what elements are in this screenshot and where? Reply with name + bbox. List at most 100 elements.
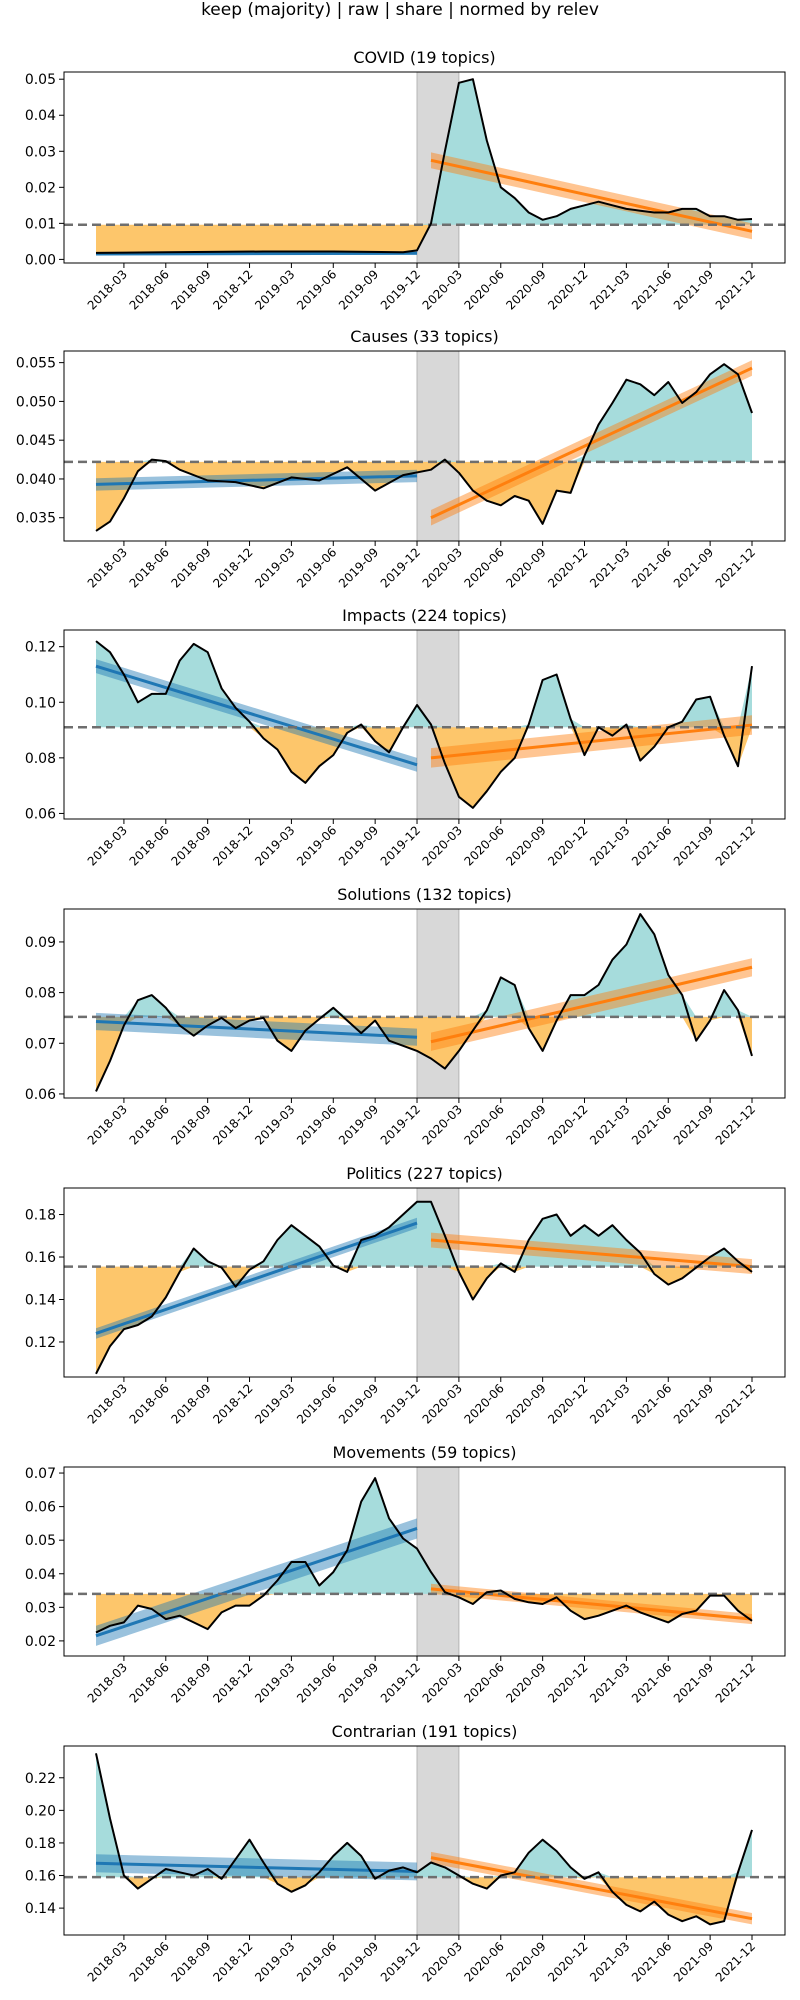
x-tick-label: 2020-12 bbox=[545, 1381, 590, 1426]
x-tick-label: 2019-12 bbox=[378, 267, 423, 312]
chart-panel-5: Politics (227 topics) 0.12 0.14 0.16 0.18 201… bbox=[25, 1164, 786, 1427]
x-tick-label: 2019-09 bbox=[336, 823, 381, 868]
y-tick-label: 0.03 bbox=[25, 1600, 56, 1616]
x-tick-label: 2021-03 bbox=[587, 1102, 632, 1147]
y-tick-label: 0.040 bbox=[16, 472, 56, 488]
y-tick-label: 0.08 bbox=[25, 751, 56, 767]
below-mean-fill bbox=[96, 1266, 752, 1374]
x-tick-label: 2021-09 bbox=[671, 267, 716, 312]
chart-title: Politics (227 topics) bbox=[346, 1164, 503, 1183]
covid-period-band bbox=[416, 1745, 460, 1936]
y-tick-label: 0.02 bbox=[25, 180, 56, 196]
x-tick-label: 2018-06 bbox=[127, 1381, 172, 1426]
chart-panel-4: Solutions (132 topics) 0.06 0.07 0.08 0.09 20… bbox=[25, 885, 786, 1148]
chart-panel-6: Movements (59 topics) 0.02 0.03 0.04 0.05 0.0… bbox=[25, 1443, 786, 1706]
x-tick-label: 2019-06 bbox=[294, 823, 339, 868]
x-tick-label: 2021-03 bbox=[587, 545, 632, 590]
x-tick-label: 2018-12 bbox=[210, 545, 255, 590]
x-tick-label: 2021-06 bbox=[629, 1102, 674, 1147]
x-tick-label: 2018-09 bbox=[168, 267, 213, 312]
x-tick-label: 2020-03 bbox=[420, 823, 465, 868]
x-tick-label: 2020-12 bbox=[545, 1660, 590, 1705]
above-mean-fill bbox=[96, 79, 752, 225]
x-tick-label: 2021-03 bbox=[587, 1939, 632, 1984]
x-tick-label: 2021-12 bbox=[713, 545, 758, 590]
x-tick-label: 2020-03 bbox=[420, 1381, 465, 1426]
x-tick-label: 2019-09 bbox=[336, 1939, 381, 1984]
x-tick-label: 2019-06 bbox=[294, 267, 339, 312]
x-tick-label: 2018-09 bbox=[168, 1939, 213, 1984]
above-mean-fill bbox=[96, 1478, 752, 1594]
x-tick-label: 2021-09 bbox=[671, 1939, 716, 1984]
x-tick-label: 2021-06 bbox=[629, 1939, 674, 1984]
x-tick-label: 2020-06 bbox=[462, 267, 507, 312]
y-tick-label: 0.03 bbox=[25, 144, 56, 160]
x-tick-label: 2019-03 bbox=[252, 823, 297, 868]
post-covid-trend-line bbox=[430, 1238, 753, 1269]
x-tick-label: 2018-09 bbox=[168, 823, 213, 868]
x-tick-label: 2021-09 bbox=[671, 823, 716, 868]
x-tick-label: 2019-12 bbox=[378, 1939, 423, 1984]
y-tick-label: 0.05 bbox=[25, 1533, 56, 1549]
chart-title: Movements (59 topics) bbox=[333, 1443, 517, 1462]
y-tick-label: 0.22 bbox=[25, 1771, 56, 1787]
y-tick-label: 0.16 bbox=[25, 1869, 56, 1885]
x-tick-label: 2019-12 bbox=[378, 545, 423, 590]
post-covid-trend-line bbox=[430, 965, 753, 1044]
x-tick-label: 2019-09 bbox=[336, 545, 381, 590]
x-tick-label: 2019-03 bbox=[252, 1102, 297, 1147]
y-tick-label: 0.10 bbox=[25, 695, 56, 711]
x-tick-label: 2018-06 bbox=[127, 1660, 172, 1705]
x-tick-label: 2021-03 bbox=[587, 823, 632, 868]
x-tick-label: 2020-09 bbox=[503, 1381, 548, 1426]
y-tick-label: 0.01 bbox=[25, 216, 56, 232]
x-tick-label: 2018-12 bbox=[210, 1102, 255, 1147]
x-tick-label: 2019-06 bbox=[294, 545, 339, 590]
y-tick-label: 0.12 bbox=[25, 1335, 56, 1351]
x-tick-label: 2018-03 bbox=[85, 1102, 130, 1147]
x-tick-label: 2019-06 bbox=[294, 1381, 339, 1426]
x-tick-label: 2020-12 bbox=[545, 545, 590, 590]
y-tick-label: 0.09 bbox=[25, 935, 56, 951]
chart-panel-7: Contrarian (191 topics) 0.14 0.16 0.18 0.20 0… bbox=[25, 1722, 786, 1985]
x-tick-label: 2021-06 bbox=[629, 545, 674, 590]
x-tick-label: 2021-03 bbox=[587, 1381, 632, 1426]
pre-covid-trend-line bbox=[95, 1019, 418, 1039]
axes-frame bbox=[63, 629, 786, 820]
x-tick-label: 2021-12 bbox=[713, 1660, 758, 1705]
x-tick-label: 2019-09 bbox=[336, 267, 381, 312]
x-tick-label: 2018-03 bbox=[85, 1381, 130, 1426]
axes-frame bbox=[63, 1466, 786, 1657]
x-tick-label: 2018-06 bbox=[127, 267, 172, 312]
x-tick-label: 2021-12 bbox=[713, 1381, 758, 1426]
x-tick-label: 2018-03 bbox=[85, 1660, 130, 1705]
pre-covid-trend-line bbox=[95, 664, 418, 767]
y-tick-label: 0.05 bbox=[25, 72, 56, 88]
x-tick-label: 2020-06 bbox=[462, 1102, 507, 1147]
x-tick-label: 2018-09 bbox=[168, 1381, 213, 1426]
x-tick-label: 2020-03 bbox=[420, 1939, 465, 1984]
series-line bbox=[95, 1753, 753, 1926]
y-tick-label: 0.06 bbox=[25, 806, 56, 822]
x-tick-label: 2021-06 bbox=[629, 823, 674, 868]
x-tick-label: 2019-09 bbox=[336, 1102, 381, 1147]
x-tick-label: 2019-03 bbox=[252, 1381, 297, 1426]
x-tick-label: 2019-12 bbox=[378, 1102, 423, 1147]
x-tick-label: 2018-12 bbox=[210, 823, 255, 868]
x-tick-label: 2019-06 bbox=[294, 1660, 339, 1705]
x-tick-label: 2018-12 bbox=[210, 1939, 255, 1984]
x-tick-label: 2021-03 bbox=[587, 1660, 632, 1705]
x-tick-label: 2018-12 bbox=[210, 1381, 255, 1426]
x-tick-label: 2018-06 bbox=[127, 545, 172, 590]
x-tick-label: 2020-12 bbox=[545, 267, 590, 312]
chart-title: Solutions (132 topics) bbox=[337, 885, 512, 904]
x-tick-label: 2018-06 bbox=[127, 1939, 172, 1984]
x-tick-label: 2020-09 bbox=[503, 1102, 548, 1147]
x-tick-label: 2020-06 bbox=[462, 823, 507, 868]
y-tick-label: 0.04 bbox=[25, 108, 56, 124]
axes-frame bbox=[63, 908, 786, 1099]
x-tick-label: 2018-12 bbox=[210, 1660, 255, 1705]
x-tick-label: 2020-06 bbox=[462, 1381, 507, 1426]
x-tick-label: 2018-09 bbox=[168, 545, 213, 590]
above-mean-fill bbox=[96, 1201, 752, 1267]
